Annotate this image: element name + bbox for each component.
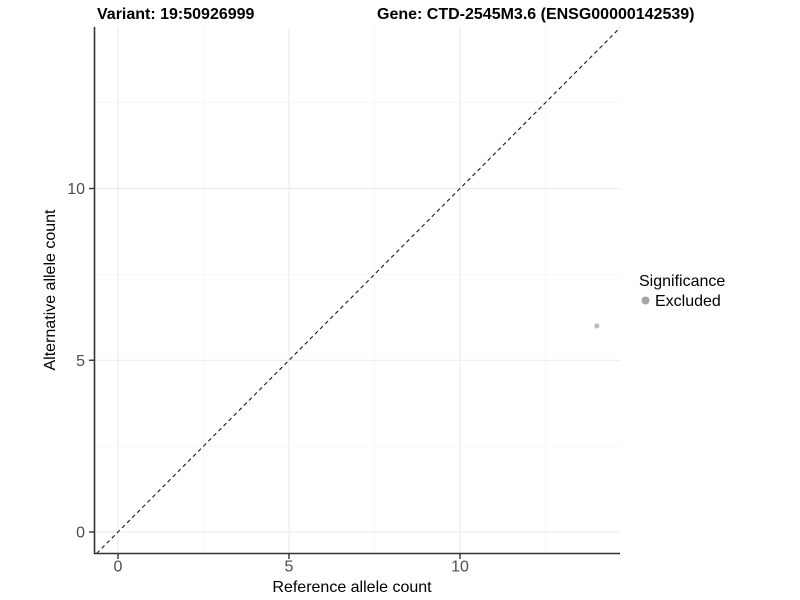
x-tick-label: 10 xyxy=(451,559,469,576)
identity-line xyxy=(96,27,621,554)
legend-item-label: Excluded xyxy=(655,293,721,310)
y-tick-label: 0 xyxy=(76,525,85,542)
y-axis-title: Alternative allele count xyxy=(42,209,59,371)
x-axis-ticks: 0 5 10 xyxy=(114,553,469,576)
x-axis-title: Reference allele count xyxy=(272,579,432,596)
plot-title-variant: Variant: 19:50926999 xyxy=(97,6,255,23)
x-tick-label: 5 xyxy=(285,559,294,576)
data-point xyxy=(594,323,600,329)
y-tick-label: 5 xyxy=(76,353,85,370)
legend-key-dot xyxy=(641,296,650,305)
gridlines-major xyxy=(94,27,620,554)
plot-title-gene: Gene: CTD-2545M3.6 (ENSG00000142539) xyxy=(377,6,695,23)
y-axis-ticks: 0 5 10 xyxy=(67,181,95,542)
y-tick-label: 10 xyxy=(67,181,85,198)
x-tick-label: 0 xyxy=(114,559,123,576)
legend: Significance Excluded xyxy=(639,273,725,310)
gridlines-minor xyxy=(94,27,620,554)
axis-lines xyxy=(93,27,620,555)
legend-title: Significance xyxy=(639,273,725,290)
